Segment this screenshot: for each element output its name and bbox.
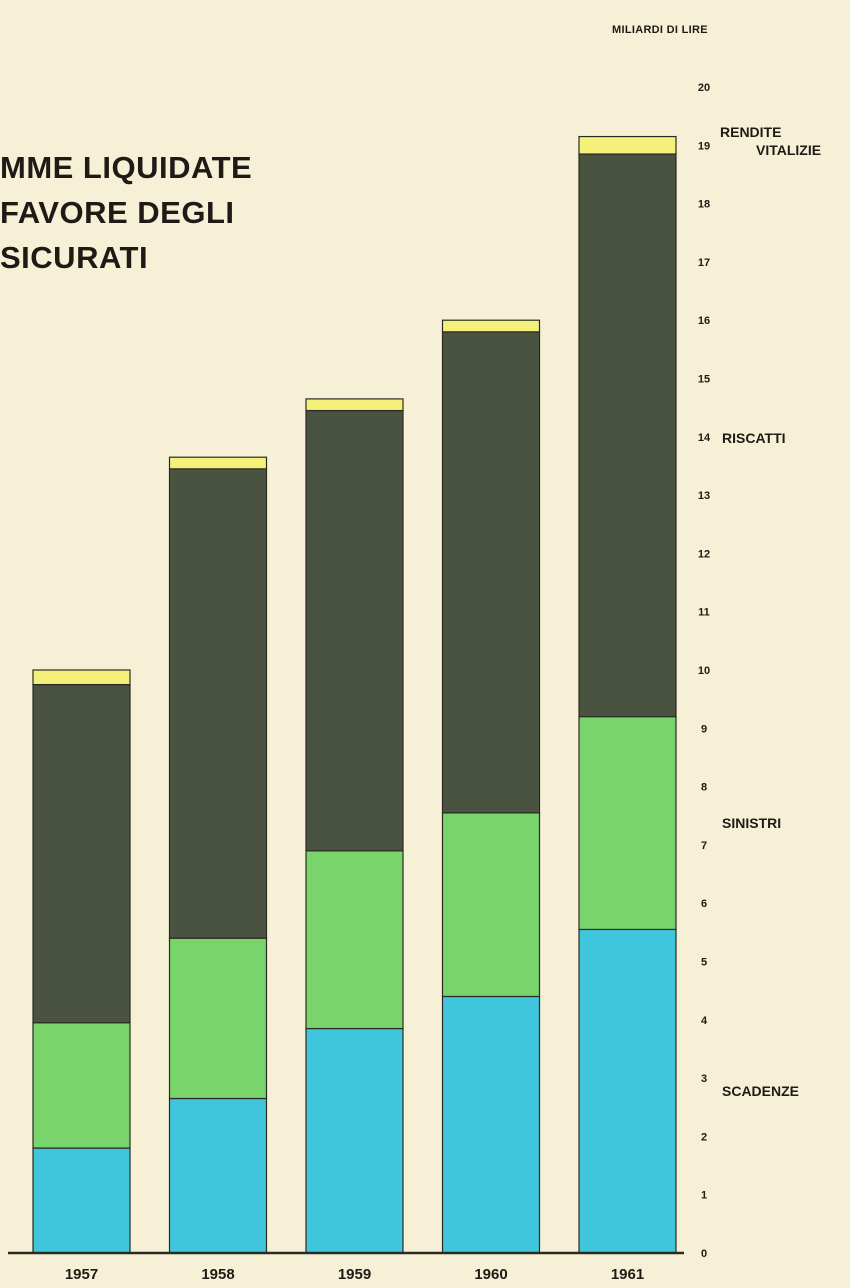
- x-tick-label-1959: 1959: [338, 1266, 371, 1283]
- bar-1961-sinistri: [578, 716, 677, 931]
- y-axis-unit-label: MILIARDI DI LIRE: [612, 24, 708, 36]
- x-tick-label-1957: 1957: [65, 1266, 98, 1283]
- series-label-scadenze: SCADENZE: [722, 1083, 800, 1099]
- bar-1957-rendite-vitalizie: [32, 669, 131, 686]
- y-tick-label-16: 16: [698, 315, 710, 327]
- bar-1957-riscatti: [32, 683, 131, 1024]
- y-tick-label-10: 10: [698, 665, 710, 677]
- chart-title-line-3: SICURATI: [0, 240, 149, 275]
- y-tick-label-20: 20: [698, 82, 710, 94]
- y-tick-label-12: 12: [698, 548, 710, 560]
- bar-1959-sinistri: [305, 850, 404, 1030]
- y-tick-label-11: 11: [698, 607, 710, 619]
- y-tick-label-6: 6: [701, 898, 707, 910]
- bar-1960-riscatti: [441, 331, 541, 814]
- chart-title-line-2: FAVORE DEGLI: [0, 195, 235, 230]
- y-tick-label-19: 19: [698, 140, 710, 152]
- y-tick-label-15: 15: [698, 374, 710, 386]
- series-label-sinistri: SINISTRI: [722, 815, 782, 831]
- bar-1959-riscatti: [305, 409, 404, 852]
- y-tick-label-17: 17: [698, 257, 710, 269]
- bar-1957-scadenze: [32, 1147, 131, 1254]
- series-label-riscatti: RISCATTI: [722, 430, 786, 446]
- bar-1959-scadenze: [305, 1027, 404, 1254]
- bar-1958-sinistri: [168, 937, 268, 1100]
- bar-1958-rendite-vitalizie: [168, 456, 268, 470]
- bar-1960-rendite-vitalizie: [441, 319, 541, 333]
- y-tick-label-7: 7: [701, 840, 707, 852]
- y-tick-label-9: 9: [701, 723, 707, 735]
- y-tick-label-4: 4: [701, 1015, 708, 1027]
- bar-1961-riscatti: [578, 153, 677, 718]
- x-tick-label-1958: 1958: [201, 1266, 234, 1283]
- bar-1958-riscatti: [168, 468, 268, 939]
- y-tick-label-0: 0: [701, 1248, 707, 1260]
- y-tick-label-1: 1: [701, 1190, 707, 1202]
- x-tick-label-1960: 1960: [474, 1266, 507, 1283]
- y-tick-label-5: 5: [701, 957, 707, 969]
- y-tick-label-2: 2: [701, 1131, 707, 1143]
- x-tick-label-1961: 1961: [611, 1266, 644, 1283]
- bar-1960-scadenze: [441, 995, 541, 1254]
- y-tick-label-13: 13: [698, 490, 710, 502]
- bar-1961-scadenze: [578, 928, 677, 1254]
- y-tick-label-14: 14: [698, 432, 711, 444]
- bar-1959-rendite-vitalizie: [305, 398, 404, 412]
- bar-1961-rendite-vitalizie: [578, 135, 677, 155]
- y-tick-label-3: 3: [701, 1073, 707, 1085]
- y-tick-label-18: 18: [698, 199, 710, 211]
- bar-1958-scadenze: [168, 1097, 268, 1254]
- bar-1957-sinistri: [32, 1022, 131, 1149]
- y-tick-label-8: 8: [701, 782, 707, 794]
- series-label-vitalizie: VITALIZIE: [756, 142, 822, 158]
- bar-1960-sinistri: [441, 812, 541, 998]
- series-label-rendite: RENDITE: [720, 124, 782, 140]
- chart-title-line-1: MME LIQUIDATE: [0, 150, 253, 185]
